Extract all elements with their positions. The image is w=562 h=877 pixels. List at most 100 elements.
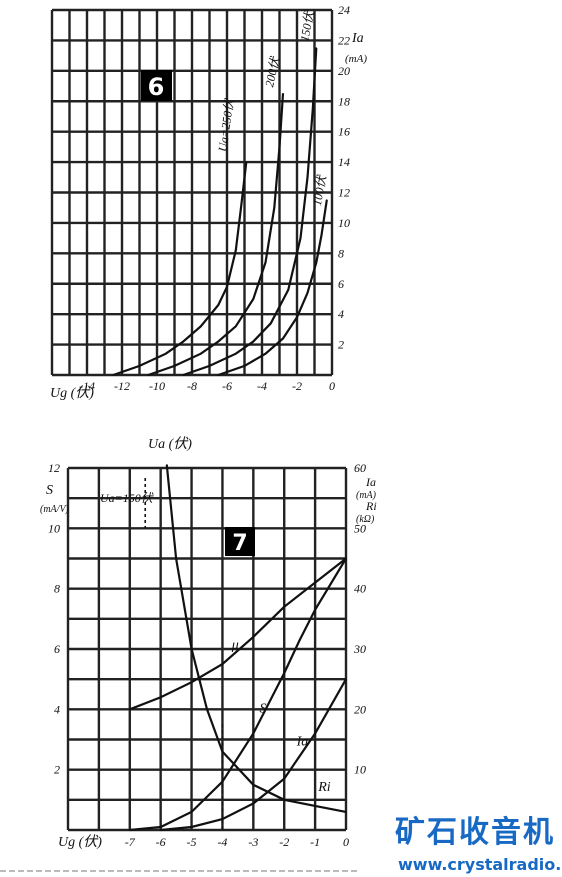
chart-6-series-point [138,365,141,367]
chart-7-series-point [252,783,255,786]
chart-6-series-point [147,374,150,376]
chart-6-series-point [269,322,272,325]
chart-6-series-point [273,206,276,209]
chart-7-series-point [190,648,193,650]
chart-6-series-point [315,261,318,264]
chart-7-right-tick-label: 20 [354,702,366,716]
chart-6-series-point [199,352,202,355]
chart-6-series-line [182,47,318,377]
chart-6-badge-label: 6 [148,73,165,101]
chart-7-x-tick-label: 0 [343,835,349,849]
chart-6-series-point [264,261,267,264]
chart-7-x-tick-label: -5 [187,835,197,849]
chart-7-series-point [206,708,208,711]
chart-6-series-point [325,199,328,201]
watermark-title: 矿石收音机 [395,815,555,850]
chart-7-left-tick-label: 12 [48,461,60,475]
chart-6-series-label: 100伏 [310,173,329,207]
chart-7-x-ticks: -7 -6 -5 -4 -3 -2 -1 0 [125,835,349,849]
chart-6-series-point [182,340,185,343]
chart-7-series-point [221,780,224,783]
chart-6-series-point [282,337,284,340]
chart-6-series-point [217,304,220,306]
chart-6-x-tick-label: -10 [149,379,165,393]
chart-6-series-point [112,374,115,376]
chart-7-left-tick-label: 10 [48,521,60,535]
chart-6-badge [141,70,172,101]
chart-7-series-point [283,777,286,780]
chart-7-series-point [252,802,255,805]
chart-7-x-tick-label: -4 [217,835,227,849]
chart-7-series-point [252,636,255,638]
chart-7-series-point [190,811,193,813]
chart-6-series-point [315,47,318,49]
chart-6-series-point [299,237,302,239]
chart-6-series-point [182,374,185,376]
chart-6-series-point [217,340,220,343]
chart-6-series-point [245,161,248,163]
chart-6-series-label: Ua=250伏 [215,96,236,152]
chart-6-x-ticks: -14 -12 -10 -8 -6 -4 -2 0 [79,379,335,393]
chart-7-right-label-ri: Ri [365,499,377,513]
chart-7-series-line [165,464,347,813]
chart-6-series-point [278,146,281,148]
chart-7-series-point [128,708,131,711]
chart-7-series-point [345,557,347,560]
chart-7-left-unit: (mA/V) [40,504,70,515]
chart-6-series-point [234,352,237,355]
chart-7-badge-label: 7 [232,531,247,556]
chart-7-series-label: S [260,701,267,716]
chart-6-y-tick-label: 2 [338,338,344,352]
chart-7-right-label-ia: Ia [365,475,376,489]
chart-7-series-point [314,805,316,807]
chart-6-series-point [208,365,211,367]
chart-7-left-tick-label: 2 [54,763,60,777]
chart-6-x-label: Ug (伏) [50,385,94,401]
chart-6-y-tick-label: 6 [338,277,344,291]
chart-6-series-point [282,92,284,95]
chart-7-series-point [314,732,316,735]
chart-6-x-tick-label: -14 [79,379,95,393]
chart-6-series-point [306,292,309,294]
chart-7-right-ticks: 10 20 30 40 50 60 [353,461,366,777]
chart-7-series-point [159,829,162,831]
chart-6-y-tick-label: 14 [338,155,350,169]
chart-6-x-tick-label: -6 [222,379,232,393]
chart-7-left-tick-label: 8 [54,582,60,596]
chart-7-series-point [252,732,255,735]
chart-7-series-point [283,605,286,608]
chart-7-left-tick-label: 4 [54,702,60,716]
chart-6-y-tick-label: 10 [338,216,350,230]
chart-6-series-point [252,340,255,343]
chart-6-y-tick-label: 16 [338,125,350,139]
chart-7-series-label: Ri [317,780,331,795]
chart-7-series-point [166,464,168,466]
chart-7-badge [225,527,255,556]
chart-6-y-tick-label: 24 [338,3,350,17]
chart-7-left-label: S [46,483,53,498]
chart-6-series-line [147,93,285,377]
chart-6-y-label: Ia [351,31,364,46]
chart-6-series-point [306,176,309,179]
chart-7-left-ticks: 2 4 6 8 10 12 [48,461,60,777]
chart-7-series-label: μ [231,638,239,653]
chart-7-right-tick-label: 40 [354,582,366,596]
chart-7-right-label-ri-unit: (kΩ) [356,514,375,525]
chart-7-series-point [314,581,316,584]
chart-7-x-tick-label: -6 [156,835,166,849]
chart-6-series-point [311,108,314,110]
chart-7-series-point [221,750,224,753]
chart-6-y-tick-label: 22 [338,33,350,47]
chart-6-series-point [164,352,167,355]
chart-6-y-tick-label: 20 [338,64,350,78]
chart-7: Ua (伏) 7 S (mA/V) Ia (mA) Ri (kΩ) Ua=150… [40,436,377,850]
chart-7-series-point [283,672,286,674]
chart-7-right-tick-label: 50 [354,521,366,535]
chart-7-series-point [159,826,162,828]
chart-6-y-tick-label: 18 [338,94,350,108]
chart-6-y-unit: (mA) [345,53,367,65]
chart-7-series-line [129,557,347,711]
chart-6-x-tick-label: -2 [292,379,302,393]
